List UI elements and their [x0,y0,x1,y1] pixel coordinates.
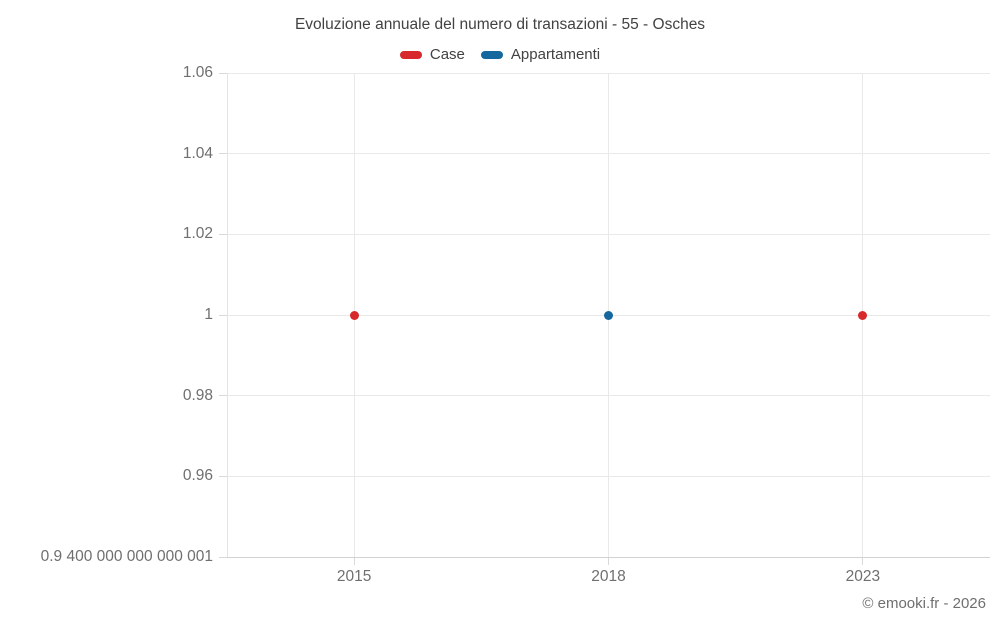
x-axis-tick [353,557,355,565]
x-axis-line [227,557,990,558]
x-axis-tick [862,557,864,565]
x-tick-label: 2018 [591,568,626,585]
x-axis-tick [608,557,609,565]
case-data-point[interactable] [858,310,868,320]
y-axis-tick [219,72,227,74]
copyright-text: © emooki.fr - 2026 [862,595,986,612]
chart-title: Evoluzione annuale del numero di transaz… [294,16,706,33]
appartamenti-series-label: Appartamenti [510,46,601,63]
y-axis-tick [219,395,227,397]
y-tick-label: 1.04 [182,144,213,162]
y-tick-label: 1 [204,306,213,323]
x-tick-label: 2015 [336,568,372,585]
y-axis-tick [219,475,227,477]
y-axis-tick [219,556,227,558]
x-tick-label: 2023 [845,568,881,585]
legend-item-appartamenti[interactable]: Appartamenti [480,46,601,63]
y-tick-label: 1.06 [182,64,213,81]
y-axis-tick [219,153,227,155]
case-series-swatch [399,50,422,59]
y-axis-tick [219,314,227,316]
y-axis-tick [219,233,227,235]
legend: Case Appartamenti [0,46,1000,63]
appartamenti-series-swatch [480,50,503,59]
case-data-point[interactable] [349,310,359,320]
appartamenti-data-point[interactable] [604,310,613,320]
y-tick-label: 0.96 [182,467,213,485]
y-tick-label: 0.9 400 000 000 000 001 [40,548,213,565]
y-tick-label: 0.98 [182,386,213,404]
case-series-label: Case [429,46,465,63]
y-tick-label: 1.02 [182,225,213,243]
legend-item-case[interactable]: Case [399,46,465,63]
y-axis-line [227,73,228,557]
